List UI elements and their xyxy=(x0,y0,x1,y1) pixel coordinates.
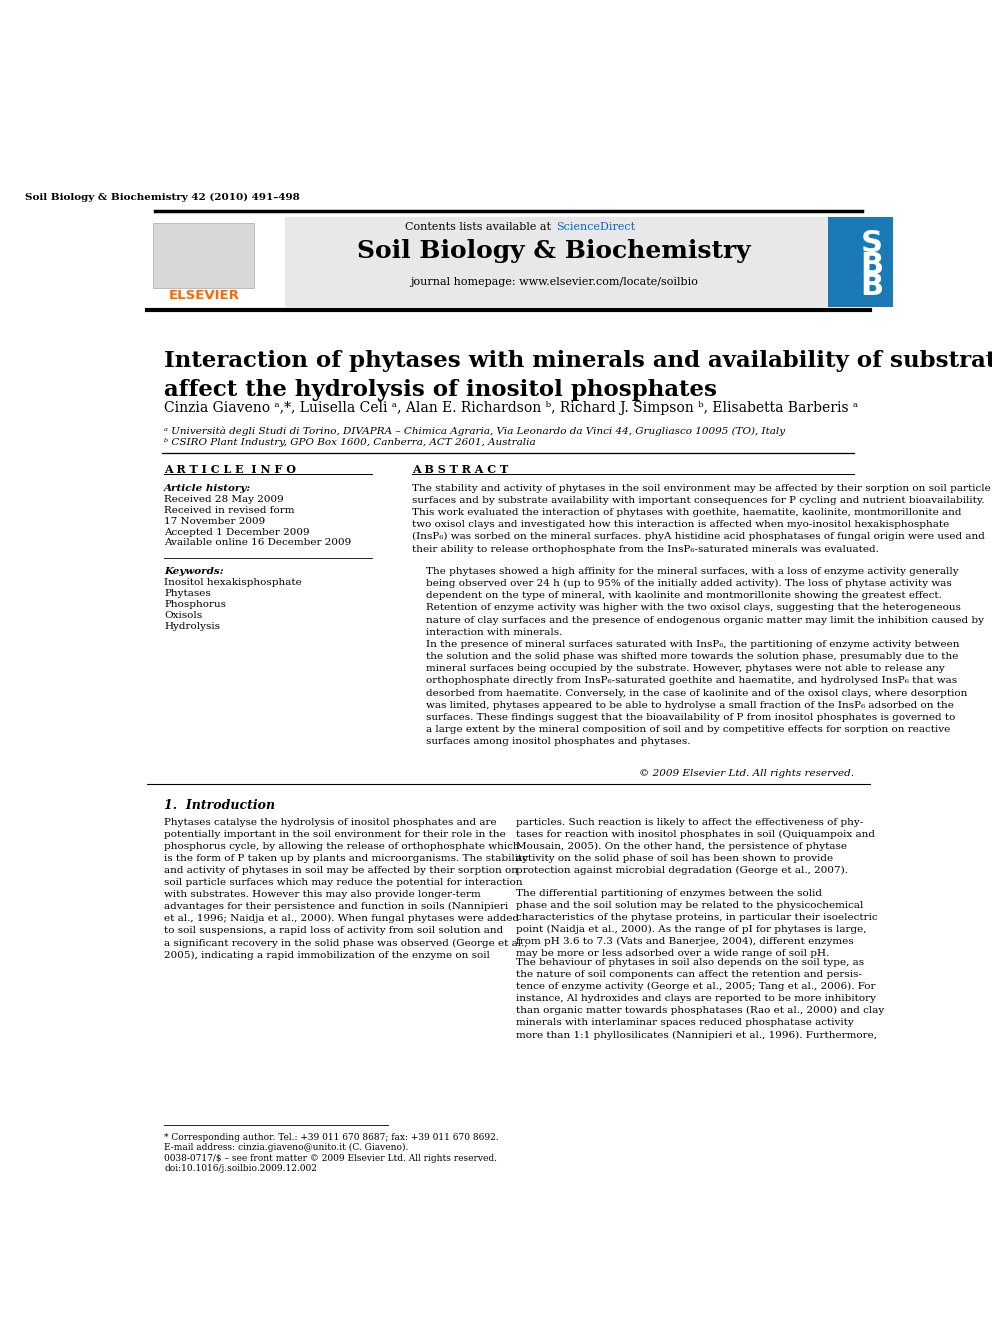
Text: doi:10.1016/j.soilbio.2009.12.002: doi:10.1016/j.soilbio.2009.12.002 xyxy=(165,1164,317,1174)
Text: Cinzia Giaveno ᵃ,*, Luisella Celi ᵃ, Alan E. Richardson ᵇ, Richard J. Simpson ᵇ,: Cinzia Giaveno ᵃ,*, Luisella Celi ᵃ, Ala… xyxy=(165,401,858,415)
Text: Hydrolysis: Hydrolysis xyxy=(165,622,220,631)
Text: In the presence of mineral surfaces saturated with InsP₆, the partitioning of en: In the presence of mineral surfaces satu… xyxy=(427,640,967,746)
Text: ELSEVIER: ELSEVIER xyxy=(169,290,239,303)
Text: E-mail address: cinzia.giaveno@unito.it (C. Giaveno).: E-mail address: cinzia.giaveno@unito.it … xyxy=(165,1143,409,1152)
Text: Interaction of phytases with minerals and availability of substrate
affect the h: Interaction of phytases with minerals an… xyxy=(165,349,992,401)
Text: B: B xyxy=(860,273,884,302)
Bar xyxy=(827,217,916,307)
Bar xyxy=(154,222,254,288)
Text: Oxisols: Oxisols xyxy=(165,611,202,619)
Text: B: B xyxy=(860,250,884,279)
Text: The differential partitioning of enzymes between the solid
phase and the soil so: The differential partitioning of enzymes… xyxy=(516,889,878,958)
Text: Contents lists available at: Contents lists available at xyxy=(405,221,555,232)
Text: The phytases showed a high affinity for the mineral surfaces, with a loss of enz: The phytases showed a high affinity for … xyxy=(427,566,984,636)
Text: Soil Biology & Biochemistry 42 (2010) 491–498: Soil Biology & Biochemistry 42 (2010) 49… xyxy=(26,193,301,202)
Text: particles. Such reaction is likely to affect the effectiveness of phy-
tases for: particles. Such reaction is likely to af… xyxy=(516,818,875,876)
Text: The behaviour of phytases in soil also depends on the soil type, as
the nature o: The behaviour of phytases in soil also d… xyxy=(516,958,885,1040)
Text: Available online 16 December 2009: Available online 16 December 2009 xyxy=(165,538,351,548)
Text: Inositol hexakisphosphate: Inositol hexakisphosphate xyxy=(165,578,302,587)
Text: 1.  Introduction: 1. Introduction xyxy=(165,799,276,812)
Text: Phytases catalyse the hydrolysis of inositol phosphates and are
potentially impo: Phytases catalyse the hydrolysis of inos… xyxy=(165,818,529,959)
Bar xyxy=(147,217,286,307)
Text: © 2009 Elsevier Ltd. All rights reserved.: © 2009 Elsevier Ltd. All rights reserved… xyxy=(639,770,854,778)
Text: The stability and activity of phytases in the soil environment may be affected b: The stability and activity of phytases i… xyxy=(413,484,991,553)
Text: A R T I C L E  I N F O: A R T I C L E I N F O xyxy=(165,464,297,475)
Text: S: S xyxy=(861,229,883,258)
Text: ᵇ CSIRO Plant Industry, GPO Box 1600, Canberra, ACT 2601, Australia: ᵇ CSIRO Plant Industry, GPO Box 1600, Ca… xyxy=(165,438,536,447)
Text: ᵃ Università degli Studi di Torino, DIVAPRA – Chimica Agraria, Via Leonardo da V: ᵃ Università degli Studi di Torino, DIVA… xyxy=(165,427,786,437)
Text: Article history:: Article history: xyxy=(165,484,252,492)
Text: Received in revised form: Received in revised form xyxy=(165,505,295,515)
Text: 0038-0717/$ – see front matter © 2009 Elsevier Ltd. All rights reserved.: 0038-0717/$ – see front matter © 2009 El… xyxy=(165,1155,497,1163)
Text: ScienceDirect: ScienceDirect xyxy=(556,221,635,232)
Text: * Corresponding author. Tel.: +39 011 670 8687; fax: +39 011 670 8692.: * Corresponding author. Tel.: +39 011 67… xyxy=(165,1132,499,1142)
Text: Phosphorus: Phosphorus xyxy=(165,599,226,609)
Text: Keywords:: Keywords: xyxy=(165,566,224,576)
Text: journal homepage: www.elsevier.com/locate/soilbio: journal homepage: www.elsevier.com/locat… xyxy=(410,277,698,287)
Bar xyxy=(147,217,870,307)
Text: Received 28 May 2009: Received 28 May 2009 xyxy=(165,495,284,504)
Text: Accepted 1 December 2009: Accepted 1 December 2009 xyxy=(165,528,310,537)
Text: Soil Biology & Biochemistry: Soil Biology & Biochemistry xyxy=(357,239,751,263)
Text: Phytases: Phytases xyxy=(165,589,211,598)
Text: A B S T R A C T: A B S T R A C T xyxy=(413,464,509,475)
Text: 17 November 2009: 17 November 2009 xyxy=(165,517,266,525)
